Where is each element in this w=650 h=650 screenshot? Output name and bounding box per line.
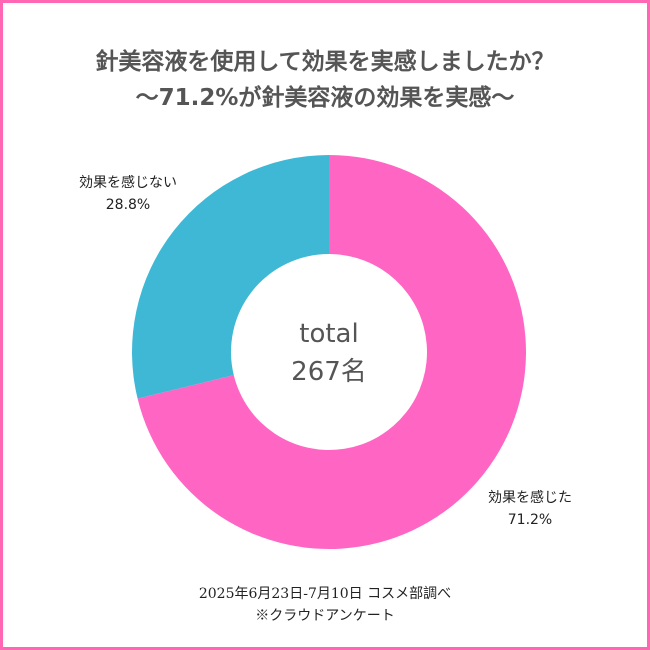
slice-value-no-effect: 28.8% xyxy=(106,197,150,213)
slice-label-no-effect: 効果を感じない xyxy=(79,174,177,191)
slice-label-felt-effect: 効果を感じた xyxy=(488,489,572,506)
title-line-2: 〜71.2%が針美容液の効果を実感〜 xyxy=(135,85,515,111)
chart-footer: 2025年6月23日-7月10日 コスメ部調べ ※クラウドアンケート xyxy=(0,583,650,627)
slice-no-effect xyxy=(132,155,329,399)
chart-title: 針美容液を使用して効果を実感しましたか？ 〜71.2%が針美容液の効果を実感〜 xyxy=(0,44,650,116)
slice-felt-effect xyxy=(137,155,526,549)
footer-survey-method: ※クラウドアンケート xyxy=(255,608,395,624)
center-count-label: 267名 xyxy=(291,357,367,387)
title-line-1: 針美容液を使用して効果を実感しましたか？ xyxy=(95,49,555,75)
slice-value-felt-effect: 71.2% xyxy=(508,512,552,528)
center-total-label: total xyxy=(299,319,358,349)
footer-survey-date: 2025年6月23日-7月10日 コスメ部調べ xyxy=(198,586,452,602)
donut-slices xyxy=(132,155,526,549)
